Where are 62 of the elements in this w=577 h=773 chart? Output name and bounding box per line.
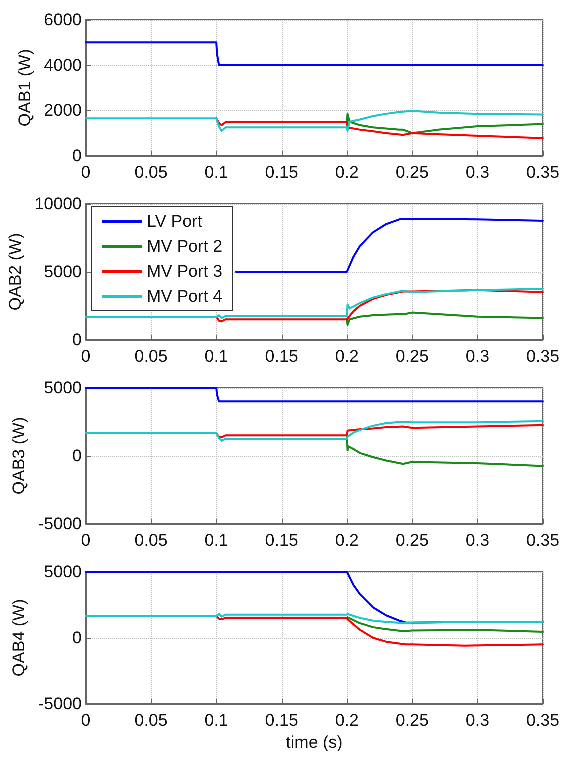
x-tick-label: 0.15 [265, 531, 298, 550]
legend-label: MV Port 2 [147, 237, 223, 256]
x-tick-label: 0.3 [466, 711, 490, 730]
x-tick-label: 0.15 [265, 347, 298, 366]
legend-label: MV Port 3 [147, 262, 223, 281]
x-tick-label: 0.35 [526, 163, 560, 182]
x-tick-label: 0.1 [204, 711, 228, 730]
y-axis-title: QAB1 (W) [15, 49, 34, 127]
line-series [346, 312, 544, 326]
y-tick-label: 0 [72, 330, 82, 350]
y-axis-title: QAB3 (W) [10, 417, 29, 495]
x-axis-title: time (s) [286, 733, 343, 752]
line-series [216, 424, 544, 439]
x-tick-label: 0.35 [526, 531, 560, 550]
x-tick-label: 0.05 [134, 163, 168, 182]
line-series [346, 616, 544, 634]
y-tick-label: 5000 [44, 562, 82, 582]
line-series [85, 613, 544, 624]
legend-label: LV Port [147, 212, 203, 231]
x-tick-label: 0.1 [204, 531, 228, 550]
x-tick-label: 0.25 [396, 347, 429, 366]
y-tick-label: -5000 [38, 694, 82, 714]
y-tick-label: 4000 [44, 56, 82, 75]
x-tick-label: 0.3 [466, 531, 490, 550]
y-axis-title: QAB4 (W) [10, 599, 29, 677]
x-tick-label: 0.25 [396, 531, 429, 550]
y-tick-label: 5000 [44, 262, 82, 282]
x-tick-label: 0.2 [335, 163, 359, 182]
y-tick-label: 0 [72, 628, 82, 648]
line-series [85, 420, 544, 442]
line-series [346, 113, 544, 134]
y-tick-label: 6000 [44, 10, 82, 30]
x-tick-label: 0.2 [335, 531, 359, 550]
line-series [85, 110, 544, 132]
x-tick-label: 0.35 [526, 711, 560, 730]
x-tick-label: 0.1 [204, 347, 228, 366]
line-series [235, 218, 544, 273]
x-tick-label: 0.05 [134, 711, 168, 730]
y-tick-label: 2000 [44, 101, 82, 120]
y-axis-title: QAB2 (W) [6, 233, 25, 311]
line-series [85, 288, 544, 320]
x-tick-label: 0.25 [396, 163, 429, 182]
x-tick-label: 0.15 [265, 163, 298, 182]
x-tick-label: 0.35 [526, 347, 560, 366]
x-tick-label: 0.3 [466, 347, 490, 366]
y-tick-label: 10000 [34, 194, 82, 214]
x-tick-label: 0.2 [335, 711, 359, 730]
x-tick-label: 0.05 [134, 531, 168, 550]
x-tick-label: 0.25 [396, 711, 429, 730]
y-tick-label: 0 [72, 146, 82, 166]
x-tick-label: 0.2 [335, 347, 359, 366]
y-tick-label: -5000 [38, 514, 82, 534]
line-series [346, 434, 544, 468]
x-tick-label: 0.3 [466, 163, 490, 182]
line-series [216, 118, 544, 140]
y-tick-label: 0 [72, 446, 82, 466]
line-series [216, 615, 544, 647]
x-tick-label: 0.15 [265, 711, 298, 730]
x-tick-label: 0.05 [134, 347, 168, 366]
legend-label: MV Port 4 [147, 287, 223, 306]
x-tick-label: 0.1 [204, 163, 228, 182]
y-tick-label: 5000 [44, 378, 82, 398]
